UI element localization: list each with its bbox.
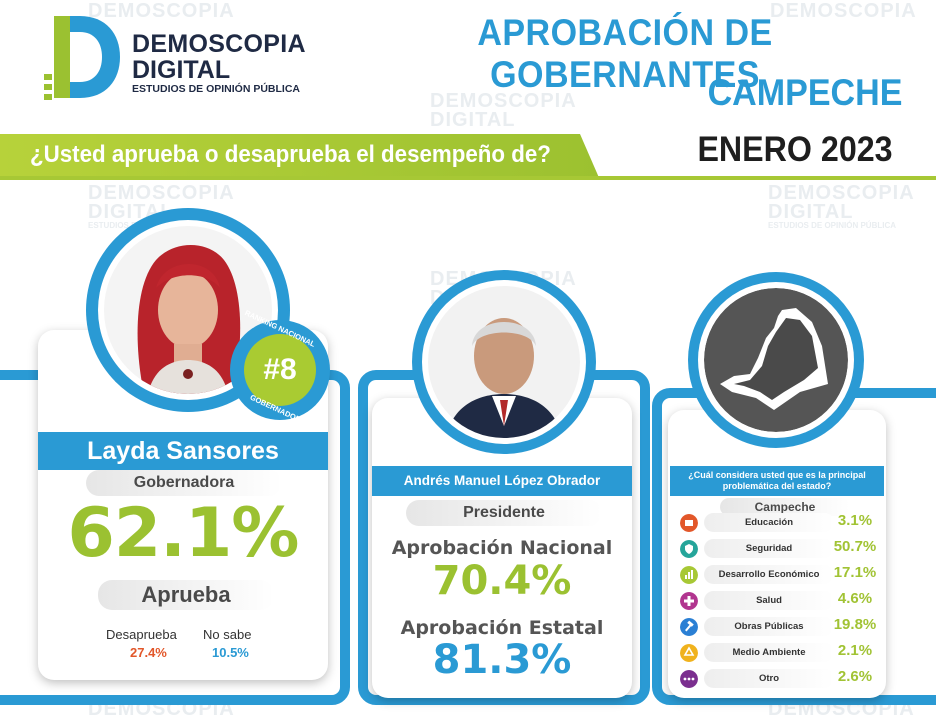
state-approval-label: Aprobación Estatal xyxy=(400,617,604,639)
national-approval-value: 70.4% xyxy=(432,558,572,604)
problem-row: Educación 3.1% xyxy=(678,512,878,536)
problem-row: Medio Ambiente 2.1% xyxy=(678,642,878,666)
problem-value: 17.1% xyxy=(833,564,877,581)
problem-value: 3.1% xyxy=(837,512,873,529)
problem-value: 50.7% xyxy=(833,538,877,555)
problem-label: Medio Ambiente xyxy=(704,643,834,662)
governor-name: Layda Sansores xyxy=(38,432,328,470)
dots-icon xyxy=(680,670,698,688)
question-banner xyxy=(0,134,600,180)
problem-value: 19.8% xyxy=(833,616,877,633)
problem-value: 2.6% xyxy=(837,668,873,685)
problem-row: Desarrollo Económico 17.1% xyxy=(678,564,878,588)
problems-question: ¿Cuál considera usted que es la principa… xyxy=(670,466,884,496)
demoscopia-logo-icon xyxy=(44,16,120,100)
problem-value: 2.1% xyxy=(837,642,873,659)
problem-row: Obras Públicas 19.8% xyxy=(678,616,878,640)
ranking-number: #8 xyxy=(244,334,316,406)
governor-approval-label: Aprueba xyxy=(98,580,274,610)
disapprove-label: Desaprueba xyxy=(106,627,177,642)
shield-icon xyxy=(680,540,698,558)
problem-value: 4.6% xyxy=(837,590,873,607)
health-cross-icon xyxy=(680,592,698,610)
state-approval-value: 81.3% xyxy=(432,637,572,683)
hammer-icon xyxy=(680,618,698,636)
brand-tagline: ESTUDIOS DE OPINIÓN PÚBLICA xyxy=(132,83,301,95)
governor-approval-value: 62.1% xyxy=(67,494,300,573)
state-title: CAMPECHE xyxy=(707,72,903,113)
survey-date: ENERO 2023 xyxy=(697,130,893,169)
problem-label: Salud xyxy=(704,591,834,610)
problem-label: Obras Públicas xyxy=(704,617,834,636)
bar-chart-icon xyxy=(680,566,698,584)
problem-label: Seguridad xyxy=(704,539,834,558)
problem-label: Educación xyxy=(704,513,834,532)
brand-name-line1: DEMOSCOPIA xyxy=(132,30,306,58)
question-text: ¿Usted aprueba o desaprueba el desempeño… xyxy=(30,141,551,168)
recycle-icon xyxy=(680,644,698,662)
problem-label: Otro xyxy=(704,669,834,688)
watermark: DEMOSCOPIA xyxy=(770,0,917,22)
education-icon xyxy=(680,514,698,532)
governor-role: Gobernadora xyxy=(86,470,282,496)
president-name: Andrés Manuel López Obrador xyxy=(372,466,632,496)
problem-row: Seguridad 50.7% xyxy=(678,538,878,562)
brand-name-line2: DIGITAL xyxy=(132,56,231,84)
nosabe-value: 10.5% xyxy=(212,645,249,660)
divider-line xyxy=(0,176,936,180)
problem-row: Otro 2.6% xyxy=(678,668,878,692)
problem-label: Desarrollo Económico xyxy=(704,565,834,584)
problem-row: Salud 4.6% xyxy=(678,590,878,614)
ranking-badge: #8 RANKING NACIONAL GOBERNADORES xyxy=(230,308,330,428)
watermark: DEMOSCOPIA xyxy=(88,0,235,22)
national-approval-label: Aprobación Nacional xyxy=(391,537,613,559)
president-role: Presidente xyxy=(406,500,602,526)
page-title: APROBACIÓN DE GOBERNANTES xyxy=(477,12,773,95)
nosabe-label: No sabe xyxy=(203,627,252,642)
president-photo xyxy=(428,286,580,438)
problems-state: Campeche xyxy=(720,498,850,516)
disapprove-value: 27.4% xyxy=(130,645,167,660)
campeche-map-icon xyxy=(704,288,848,432)
